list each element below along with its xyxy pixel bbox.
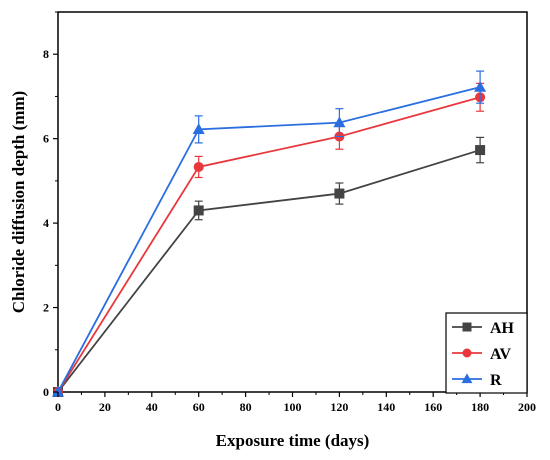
- data-point-R-2: [333, 116, 346, 128]
- series-line-AV: [57, 96, 481, 393]
- x-tick-label-10: 200: [518, 400, 536, 414]
- legend-marker-AH: [462, 322, 472, 332]
- x-tick-label-4: 80: [240, 400, 252, 414]
- y-tick-label-1: 2: [43, 301, 49, 315]
- series-line-R: [57, 86, 481, 393]
- x-tick-label-0: 0: [55, 400, 61, 414]
- series-layer: [51, 70, 487, 397]
- x-tick-label-8: 160: [424, 400, 442, 414]
- x-tick-label-3: 60: [193, 400, 205, 414]
- legend-item-R: R: [452, 372, 502, 389]
- legend-label-AV: AV: [490, 346, 511, 363]
- legend-marker-AV: [462, 348, 472, 358]
- y-tick-label-4: 8: [43, 47, 49, 61]
- x-tick-label-2: 40: [146, 400, 158, 414]
- x-tick-label-5: 100: [284, 400, 302, 414]
- legend-marker-R: [461, 373, 473, 384]
- y-axis-title: Chloride diffusion depth (mm): [9, 91, 28, 313]
- data-point-R-3: [474, 80, 487, 92]
- legend-label-R: R: [490, 372, 502, 389]
- axes-layer: 0 20 40 60 80 100 120 140 160 180 200 0 2 4 6 8: [43, 11, 536, 414]
- legend-label-AH: AH: [490, 320, 515, 337]
- data-point-AH-2: [334, 188, 345, 199]
- y-tick-label-3: 6: [43, 132, 49, 146]
- data-point-AV-1: [193, 161, 204, 172]
- x-tick-label-6: 120: [330, 400, 348, 414]
- series-AH: [53, 136, 486, 397]
- x-axis-title: Exposure time (days): [216, 431, 370, 450]
- legend-item-AV: AV: [452, 346, 511, 363]
- y-tick-label-0: 0: [43, 385, 49, 399]
- x-tick-label-1: 20: [99, 400, 111, 414]
- x-tick-label-9: 180: [471, 400, 489, 414]
- series-AV: [53, 82, 486, 397]
- series-R: [51, 70, 487, 397]
- legend: AH AV R: [445, 312, 528, 394]
- data-point-AH-1: [193, 205, 204, 216]
- y-tick-label-2: 4: [43, 216, 49, 230]
- legend-item-AH: AH: [452, 320, 515, 337]
- data-point-AH-3: [475, 145, 486, 156]
- series-line-AH: [57, 149, 481, 393]
- data-point-R-1: [192, 123, 205, 135]
- x-tick-label-7: 140: [377, 400, 395, 414]
